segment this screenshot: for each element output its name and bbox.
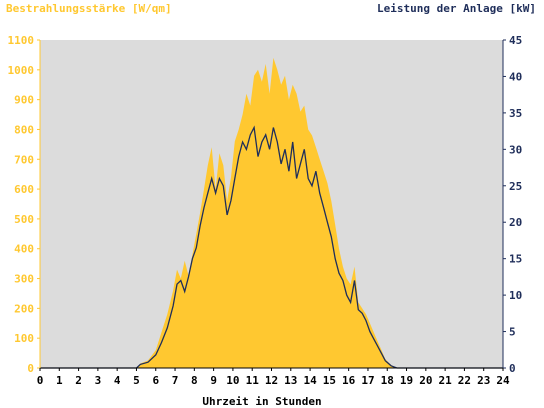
- x-tick-label: 23: [477, 374, 490, 387]
- right-tick-label: 0: [509, 362, 516, 375]
- x-tick-label: 19: [400, 374, 413, 387]
- x-tick-label: 14: [303, 374, 317, 387]
- x-axis: 0 1 2 3 4 5 6 7 8 9 10 11 12 13 14 15 16 17 18 19 20 21 22 23 24: [37, 368, 510, 387]
- x-tick-label: 0: [37, 374, 44, 387]
- right-tick-label: 20: [509, 216, 522, 229]
- right-y-axis: 0 5 10 15 20 25 30 35 40 45: [503, 34, 522, 375]
- power-line: [40, 125, 503, 369]
- x-tick-label: 9: [210, 374, 217, 387]
- left-axis-title: Bestrahlungsstärke [W/qm]: [6, 2, 172, 15]
- x-tick-label: 15: [323, 374, 336, 387]
- x-tick-label: 17: [361, 374, 374, 387]
- left-tick-label: 100: [14, 332, 34, 345]
- left-tick-label: 500: [14, 213, 34, 226]
- x-tick-label: 4: [114, 374, 121, 387]
- left-tick-label: 300: [14, 273, 34, 286]
- x-tick-label: 12: [265, 374, 278, 387]
- left-tick-label: 900: [14, 94, 34, 107]
- right-tick-label: 25: [509, 180, 522, 193]
- x-tick-label: 1: [56, 374, 63, 387]
- left-tick-label: 1100: [8, 34, 35, 47]
- right-tick-label: 45: [509, 34, 522, 47]
- left-tick-label: 700: [14, 153, 34, 166]
- x-tick-label: 2: [75, 374, 82, 387]
- right-tick-label: 30: [509, 143, 522, 156]
- left-tick-label: 400: [14, 243, 34, 256]
- irradiance-area: [40, 57, 503, 369]
- right-tick-label: 10: [509, 289, 522, 302]
- x-tick-label: 10: [226, 374, 239, 387]
- x-tick-label: 5: [133, 374, 140, 387]
- right-tick-label: 35: [509, 107, 522, 120]
- left-tick-label: 600: [14, 183, 34, 196]
- x-tick-label: 7: [172, 374, 179, 387]
- left-tick-label: 1000: [8, 64, 35, 77]
- left-tick-label: 800: [14, 123, 34, 136]
- x-tick-label: 22: [458, 374, 471, 387]
- x-tick-label: 21: [439, 374, 453, 387]
- x-tick-label: 20: [419, 374, 432, 387]
- x-tick-label: 18: [381, 374, 394, 387]
- x-tick-label: 16: [342, 374, 356, 387]
- series-layer: [40, 57, 503, 369]
- x-tick-label: 11: [246, 374, 260, 387]
- right-tick-label: 5: [509, 326, 516, 339]
- x-tick-label: 13: [284, 374, 297, 387]
- left-tick-label: 0: [27, 362, 34, 375]
- left-y-axis: 0 100 200 300 400 500 600 700 800 900 1000 1100: [8, 34, 40, 375]
- x-tick-label: 8: [191, 374, 198, 387]
- x-tick-label: 3: [95, 374, 102, 387]
- x-tick-label: 24: [496, 374, 510, 387]
- x-axis-label: Uhrzeit in Stunden: [202, 395, 321, 408]
- right-axis-title: Leistung der Anlage [kW]: [377, 2, 536, 15]
- right-tick-label: 40: [509, 70, 522, 83]
- left-tick-label: 200: [14, 302, 34, 315]
- x-tick-label: 6: [152, 374, 159, 387]
- right-tick-label: 15: [509, 253, 522, 266]
